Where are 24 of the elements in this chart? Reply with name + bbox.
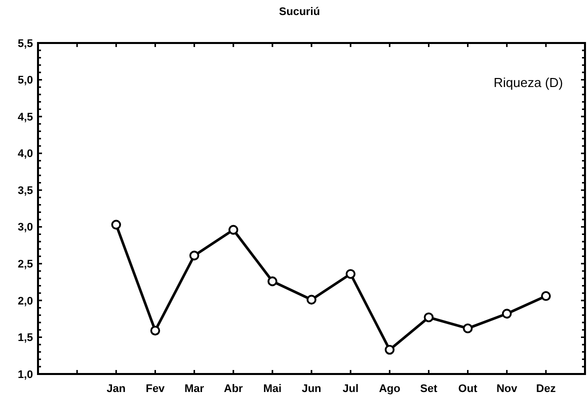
y-tick-label: 2,0 xyxy=(18,295,33,308)
x-tick-label: Dez xyxy=(536,383,556,395)
legend-label: Riqueza (D) xyxy=(494,75,563,90)
y-tick-label: 1,5 xyxy=(18,332,33,344)
x-tick-label: Mai xyxy=(263,383,282,395)
y-tick-label: 5,5 xyxy=(18,38,33,50)
y-tick-label: 1,0 xyxy=(18,368,33,381)
y-tick-label: 3,0 xyxy=(18,222,33,234)
x-tick-label: Out xyxy=(458,383,478,395)
x-tick-label: Set xyxy=(420,383,438,395)
chart-title: Sucuriú xyxy=(279,6,320,18)
x-tick-label: Ago xyxy=(378,383,401,395)
y-tick-label: 2,5 xyxy=(18,258,33,271)
x-tick-label: Nov xyxy=(496,383,518,395)
y-tick-label: 3,5 xyxy=(18,184,33,197)
y-tick-label: 4,0 xyxy=(18,148,33,160)
x-tick-label: Fev xyxy=(146,383,166,395)
y-tick-label: 5,0 xyxy=(18,74,33,87)
y-tick-label: 4,5 xyxy=(18,111,33,124)
x-tick-label: Jun xyxy=(302,383,322,395)
x-tick-label: Jul xyxy=(342,383,359,395)
x-tick-label: Jan xyxy=(106,383,126,395)
x-tick-label: Abr xyxy=(224,383,244,395)
x-tick-label: Mar xyxy=(184,383,205,395)
